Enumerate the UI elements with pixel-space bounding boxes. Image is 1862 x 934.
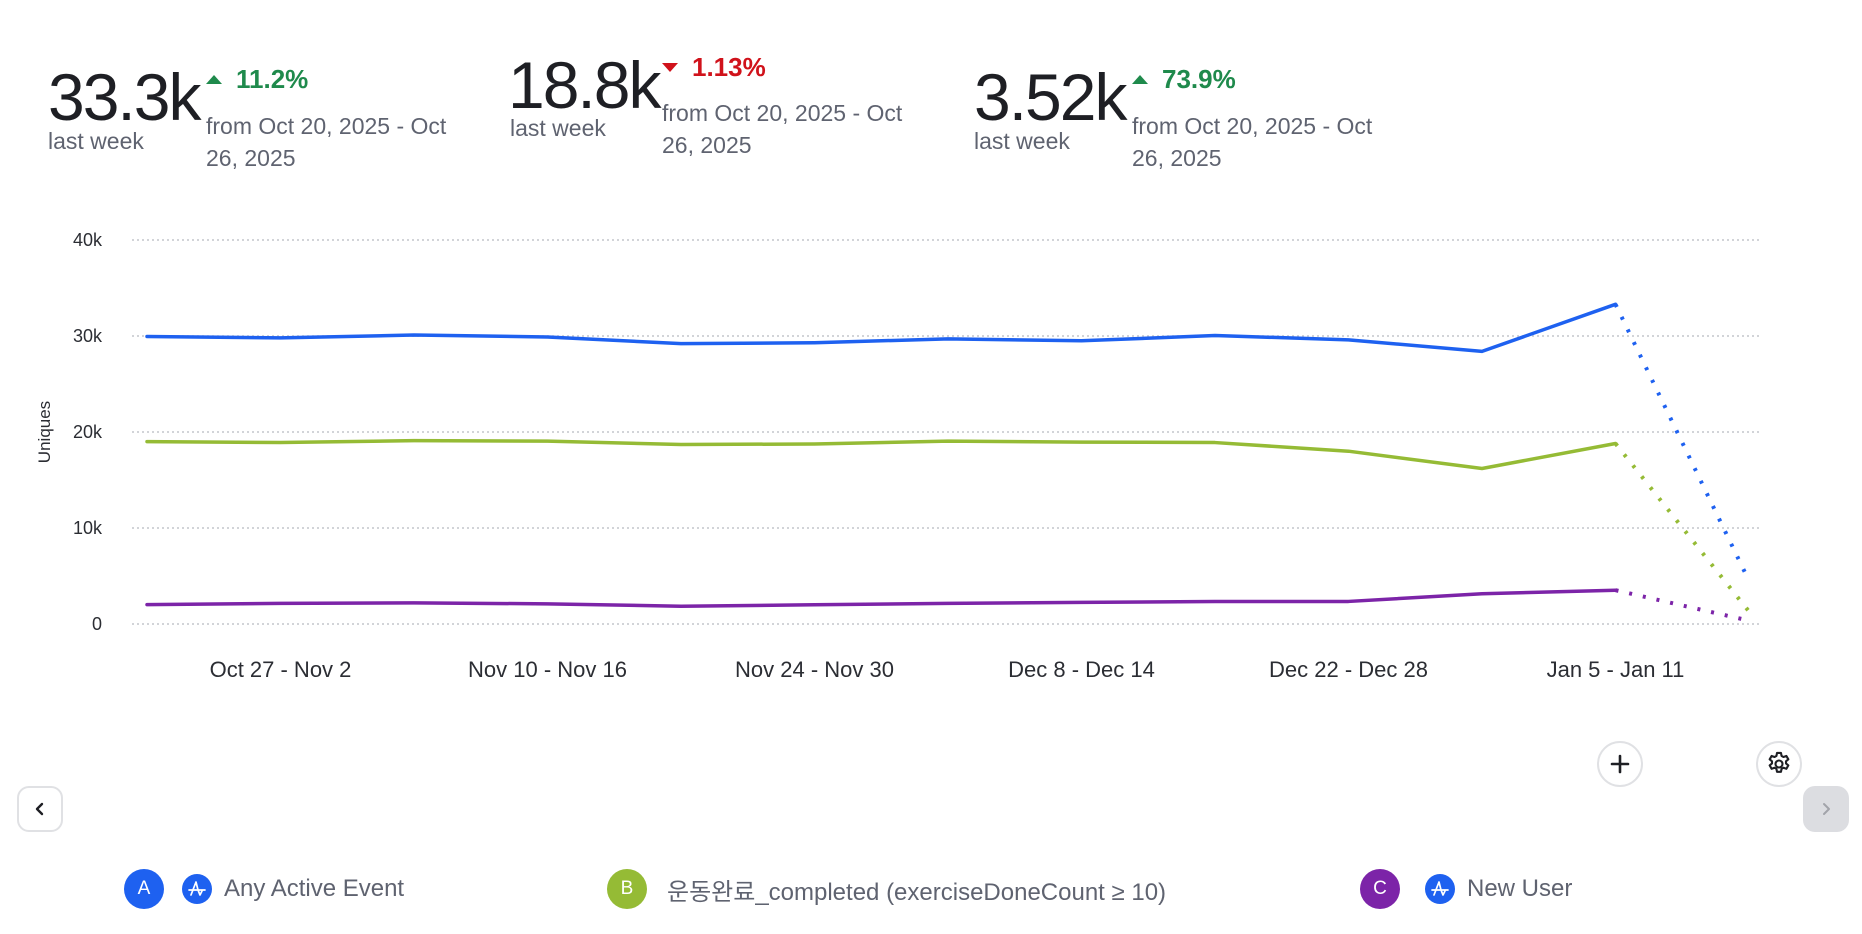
kpi-period: last week xyxy=(48,128,144,154)
kpi-value: 18.8k xyxy=(508,48,661,122)
kpi-delta: 11.2% xyxy=(206,64,308,95)
series-line xyxy=(145,588,1618,608)
legend-label: 운동완료_completed (exerciseDoneCount ≥ 10) xyxy=(667,878,1167,906)
series-lines xyxy=(145,302,1751,623)
arrow-up-icon xyxy=(206,75,222,84)
x-tick-label: Dec 8 - Dec 14 xyxy=(1008,657,1155,682)
line-chart: 0 10k 20k 30k 40k Uniques Oct 27 - Nov 2 Nov … xyxy=(35,230,1760,682)
add-button[interactable] xyxy=(1597,741,1643,787)
chevron-left-icon xyxy=(35,802,44,816)
y-tick-label: 30k xyxy=(73,326,103,346)
y-axis-label: Uniques xyxy=(35,401,54,463)
arrow-down-icon xyxy=(662,63,678,72)
plus-icon xyxy=(1610,754,1630,774)
series-line xyxy=(145,438,1618,471)
kpi-delta-value: 73.9% xyxy=(1162,64,1236,94)
legend-item-a[interactable]: A Any Active Event xyxy=(124,869,404,909)
kpi-value: 33.3k xyxy=(48,60,201,134)
y-tick-label: 20k xyxy=(73,422,103,442)
kpi-period: last week xyxy=(974,128,1070,154)
y-axis: 0 10k 20k 30k 40k xyxy=(73,230,103,634)
legend-item-b[interactable]: B 운동완료_completed (exerciseDoneCount ≥ 10… xyxy=(607,869,1166,909)
legend-item-c[interactable]: C New User xyxy=(1360,869,1572,909)
kpi-delta-value: 1.13% xyxy=(692,52,766,82)
gear-icon xyxy=(1768,751,1790,773)
series-c xyxy=(145,588,1750,623)
series-line xyxy=(145,302,1618,354)
kpi-card-a: 33.3k last week 11.2% from Oct 20, 2025 … xyxy=(0,0,470,180)
kpi-period: last week xyxy=(510,115,606,141)
next-button[interactable] xyxy=(1803,786,1849,832)
x-tick-label: Jan 5 - Jan 11 xyxy=(1547,657,1685,682)
series-badge: A xyxy=(124,869,164,909)
amplitude-icon xyxy=(182,874,212,904)
settings-button[interactable] xyxy=(1756,741,1802,787)
arrow-up-icon xyxy=(1132,75,1148,84)
grid-lines xyxy=(132,239,1760,625)
series-badge: B xyxy=(607,869,647,909)
kpi-card-b: 18.8k last week 1.13% from Oct 20, 2025 … xyxy=(470,0,940,180)
kpi-comparison-range: from Oct 20, 2025 - Oct 26, 2025 xyxy=(1132,113,1373,171)
series-line-incomplete xyxy=(1615,588,1750,623)
x-axis: Oct 27 - Nov 2 Nov 10 - Nov 16 Nov 24 - No… xyxy=(210,657,1685,682)
kpi-value: 3.52k xyxy=(974,60,1127,134)
x-tick-label: Oct 27 - Nov 2 xyxy=(210,657,352,682)
series-b xyxy=(145,438,1751,613)
series-line-incomplete xyxy=(1613,303,1751,582)
previous-button[interactable] xyxy=(17,786,63,832)
series-badge: C xyxy=(1360,869,1400,909)
kpi-card-c: 3.52k last week 73.9% from Oct 20, 2025 … xyxy=(940,0,1410,180)
y-tick-label: 0 xyxy=(92,614,102,634)
kpi-delta: 1.13% xyxy=(662,52,766,83)
kpi-delta: 73.9% xyxy=(1132,64,1236,95)
amplitude-icon xyxy=(1425,874,1455,904)
legend-label: New User xyxy=(1467,875,1573,902)
x-tick-label: Dec 22 - Dec 28 xyxy=(1269,657,1428,682)
kpi-delta-value: 11.2% xyxy=(236,64,309,94)
y-tick-label: 40k xyxy=(73,230,103,250)
chevron-right-icon xyxy=(1823,803,1830,815)
y-tick-label: 10k xyxy=(73,518,103,538)
legend-label: Any Active Event xyxy=(224,875,405,902)
kpi-comparison-range: from Oct 20, 2025 - Oct 26, 2025 xyxy=(662,100,903,158)
x-tick-label: Nov 24 - Nov 30 xyxy=(735,657,894,682)
kpi-comparison-range: from Oct 20, 2025 - Oct 26, 2025 xyxy=(206,113,447,171)
series-a xyxy=(145,302,1751,582)
x-tick-label: Nov 10 - Nov 16 xyxy=(468,657,627,682)
